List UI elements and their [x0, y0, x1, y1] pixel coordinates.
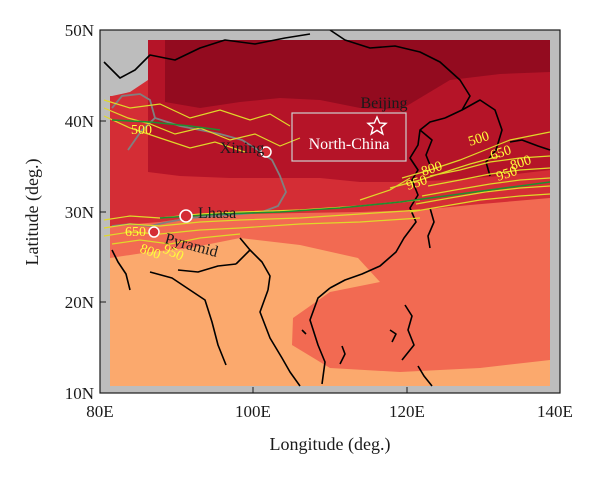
contour-label-650-east: 650: [489, 143, 514, 164]
y-tick-label: 10N: [65, 384, 94, 403]
north-china-region-box: [291, 112, 407, 162]
beijing-star-icon: [366, 115, 388, 136]
contour-label-800-west: 800: [138, 242, 163, 263]
contour-label-950-east: 950: [495, 164, 520, 185]
y-tick-label: 50N: [65, 21, 94, 40]
contour-label-500-east: 500: [467, 129, 492, 150]
lhasa-marker: [179, 209, 193, 223]
y-tick-label: 40N: [65, 112, 94, 131]
plateau-boundary: [111, 93, 287, 227]
y-tick-label: 30N: [65, 203, 94, 222]
contour-label-800-east: 800: [509, 153, 534, 174]
xining-label: Xining: [220, 140, 264, 157]
coastlines: [103, 30, 551, 387]
x-tick-label: 100E: [235, 402, 271, 421]
gray-northwest-corner: [100, 30, 148, 96]
y-axis-title: Latitude (deg.): [22, 159, 43, 266]
band-darkest-red: [165, 40, 550, 110]
contour-label-500-west: 500: [131, 123, 152, 138]
gray-south-strip: [100, 386, 560, 393]
x-tick-label: 140E: [537, 402, 573, 421]
contour-label-800-central: 800: [420, 159, 445, 180]
north-china-label: North-China: [309, 136, 390, 153]
lhasa-label: Lhasa: [198, 205, 236, 222]
pyramid-marker: [148, 226, 160, 238]
x-tick-label: 80E: [86, 402, 113, 421]
x-axis-title: Longitude (deg.): [270, 434, 391, 455]
contour-label-650-west: 650: [125, 225, 146, 240]
gray-east-strip: [550, 30, 560, 393]
tick-marks: [99, 29, 561, 394]
xining-marker: [260, 146, 272, 158]
beijing-label: Beijing: [360, 95, 407, 112]
green-line: [111, 119, 551, 219]
gray-north-strip: [100, 30, 560, 40]
x-tick-label: 120E: [389, 402, 425, 421]
y-tick-label: 20N: [65, 293, 94, 312]
map-plot-area: North-China Beijing Xining Lhasa Pyramid…: [100, 30, 560, 393]
contour-label-950-central: 950: [405, 173, 430, 194]
